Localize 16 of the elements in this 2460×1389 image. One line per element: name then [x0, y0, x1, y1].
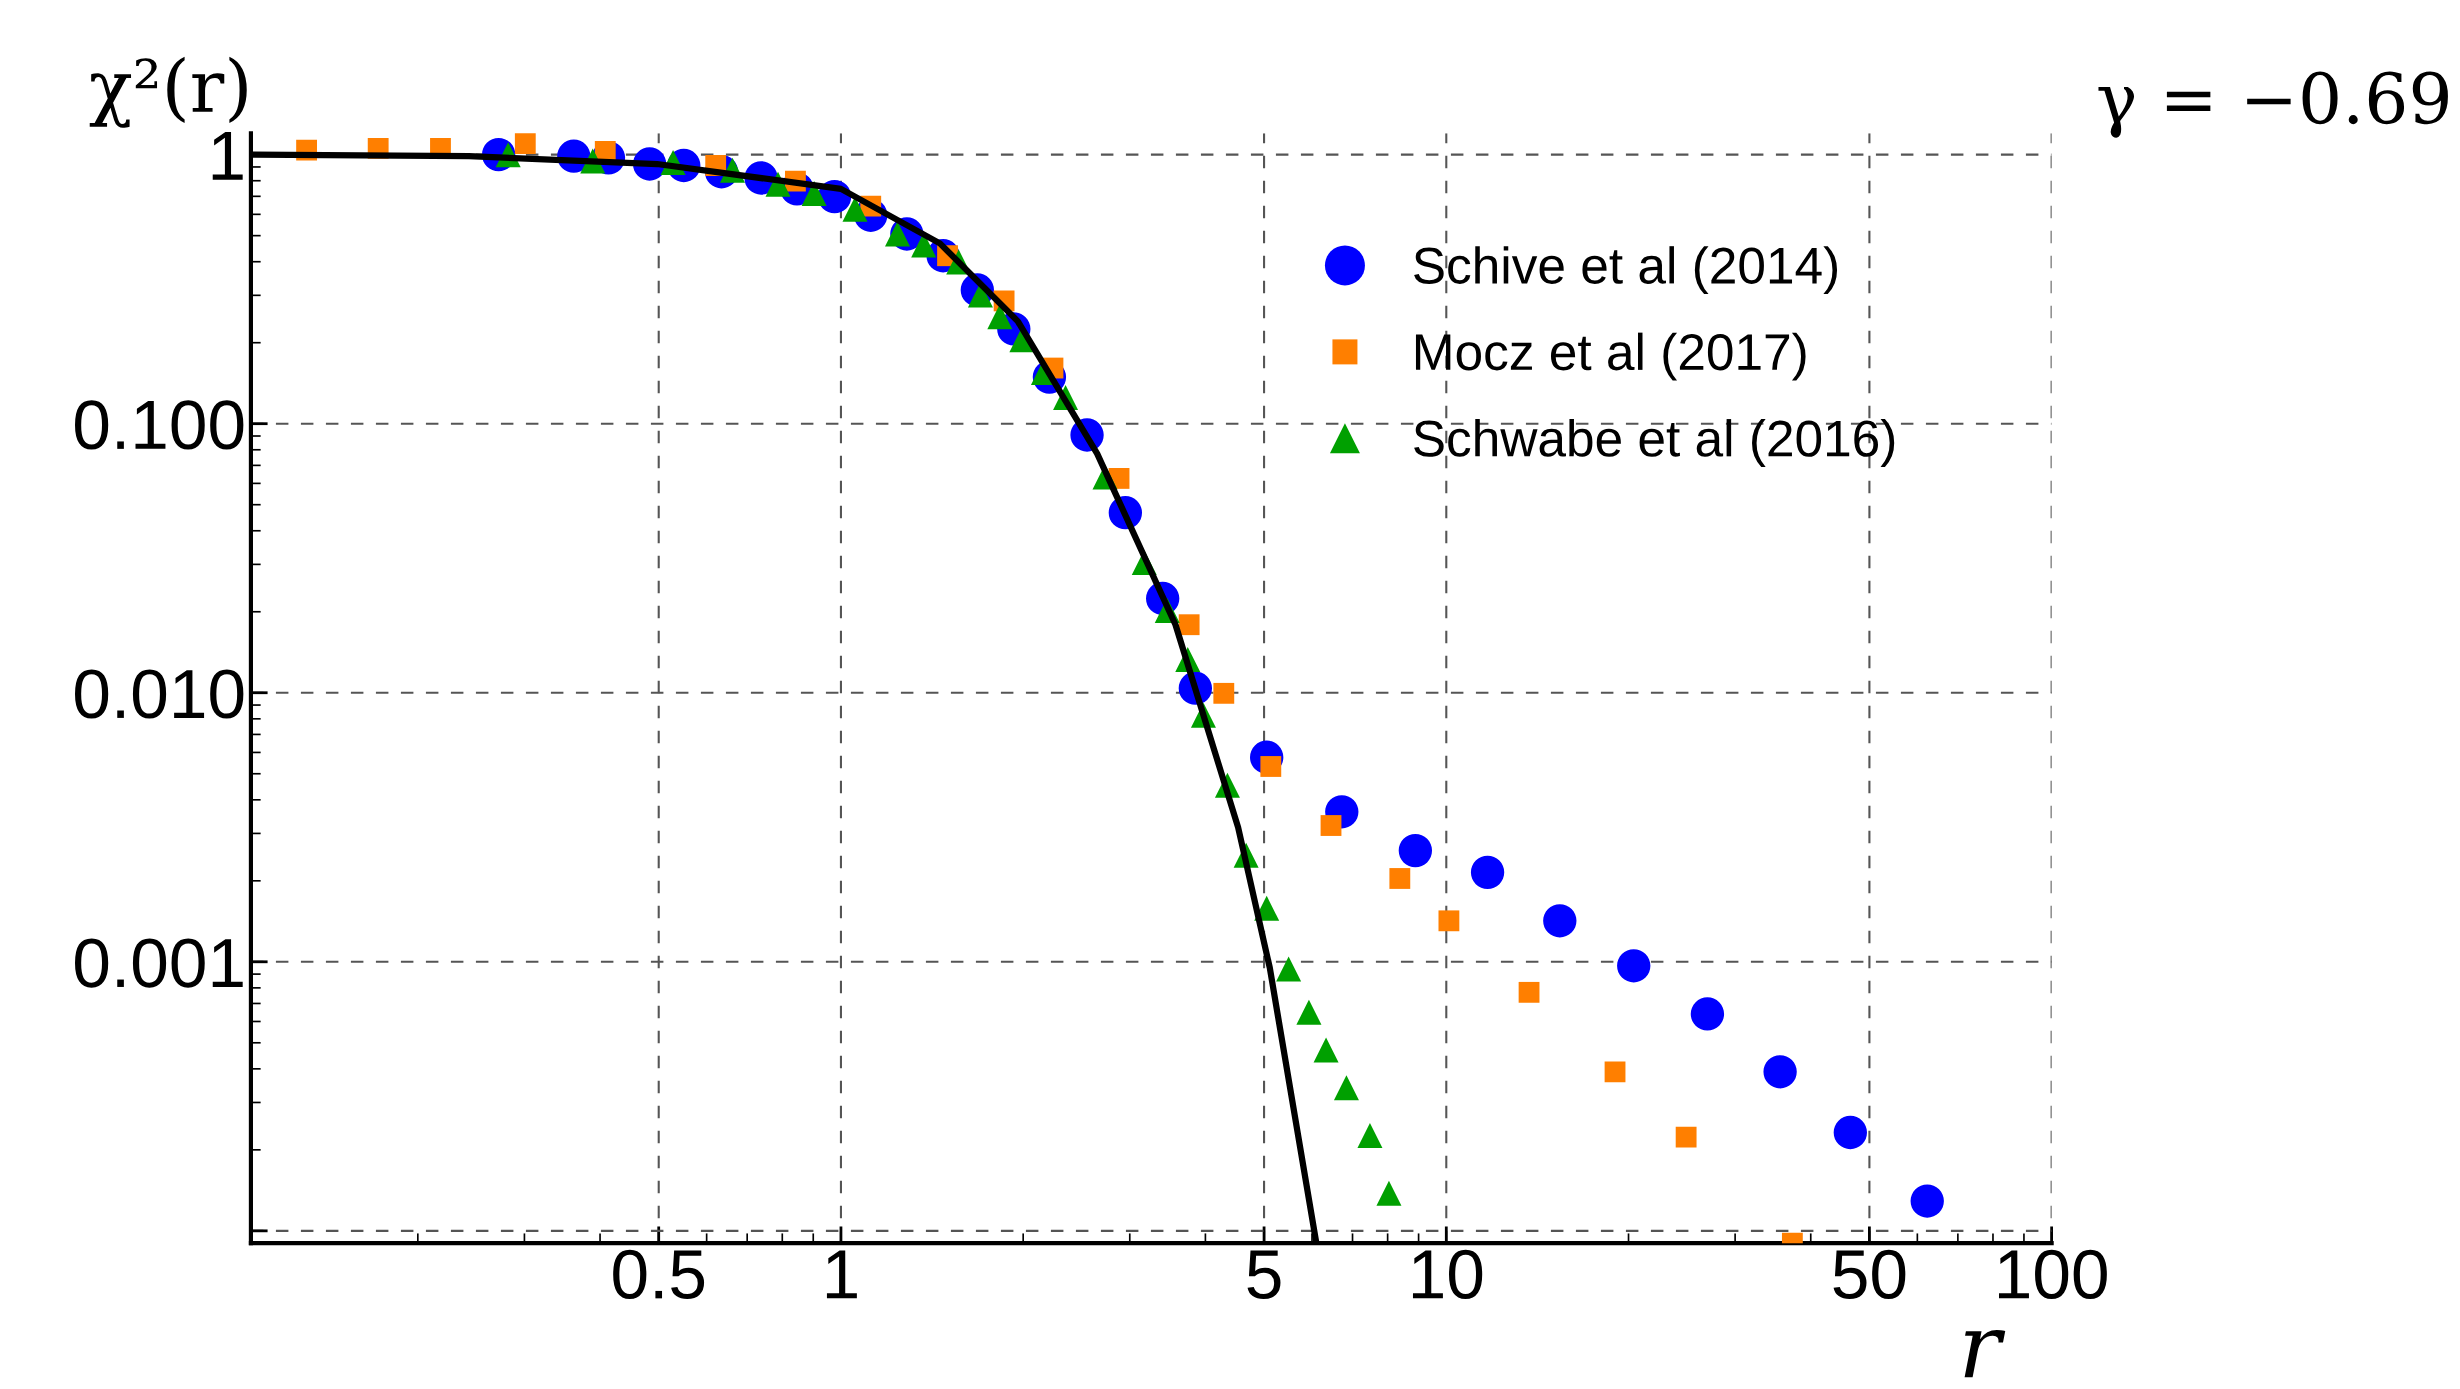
legend-label: Schwabe et al (2016) — [1414, 419, 1895, 467]
y-tick-label: 0.100 — [75, 400, 244, 450]
x-axis-title: r — [1964, 1329, 2006, 1378]
x-tick-label: 50 — [1833, 1249, 1906, 1300]
text: γ = −0.69 — [2098, 71, 2448, 138]
y-axis-title: χ²(r) — [89, 56, 247, 128]
y-tick-label: 0.010 — [75, 669, 244, 719]
y-tick-label: 1 — [212, 132, 243, 180]
x-tick-label: 100 — [1999, 1249, 2107, 1300]
x-tick-label: 10 — [1412, 1249, 1483, 1300]
x-tick-label: 1 — [826, 1250, 857, 1299]
legend-label: Schive et al (2014) — [1414, 246, 1838, 295]
legend-label: Mocz et al (2017) — [1415, 332, 1806, 381]
x-tick-label: 0.5 — [613, 1249, 705, 1300]
x-tick-label: 5 — [1247, 1250, 1281, 1300]
y-tick-label: 0.001 — [75, 938, 243, 988]
